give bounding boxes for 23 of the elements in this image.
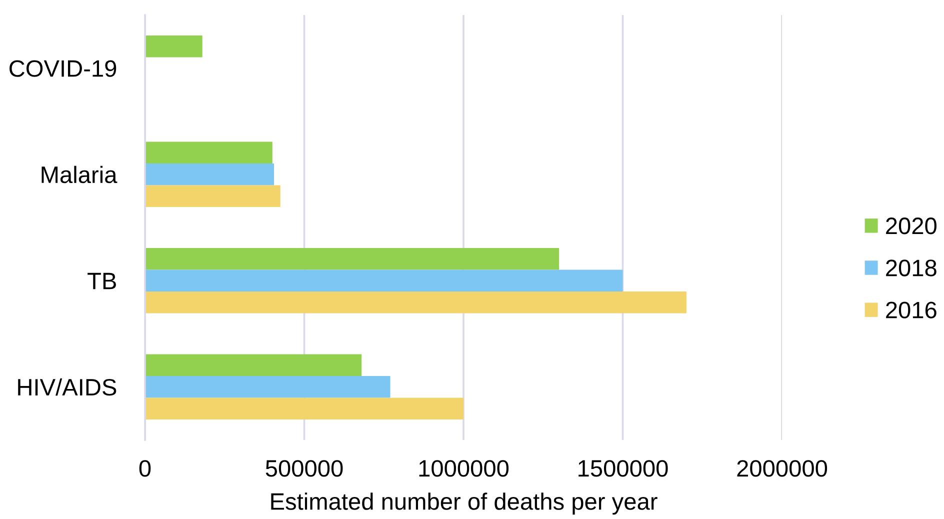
x-tick-label: 500000 (266, 460, 343, 477)
bar (145, 185, 280, 208)
x-tick-label: 1000000 (419, 460, 509, 477)
x-tick-label: 0 (139, 460, 151, 477)
legend-label: 2020 (886, 218, 936, 234)
bar (145, 354, 362, 376)
y-tick-label: Malaria (42, 166, 118, 184)
bar (145, 376, 390, 398)
y-tick-label: HIV/AIDS (18, 378, 116, 396)
legend-label: 2016 (886, 302, 936, 318)
bar (145, 35, 202, 58)
bar (145, 163, 274, 186)
x-axis-title: Estimated number of deaths per year (271, 492, 658, 515)
x-tick-label: 2000000 (737, 460, 828, 477)
y-tick-label: TB (88, 272, 116, 290)
bar (145, 398, 464, 420)
bar (145, 270, 623, 292)
bar (145, 248, 560, 270)
bar (145, 292, 686, 314)
y-tick-label: COVID-19 (10, 60, 116, 77)
legend-label: 2018 (886, 260, 936, 276)
x-tick-label: 1500000 (578, 460, 668, 477)
bar (145, 142, 272, 164)
